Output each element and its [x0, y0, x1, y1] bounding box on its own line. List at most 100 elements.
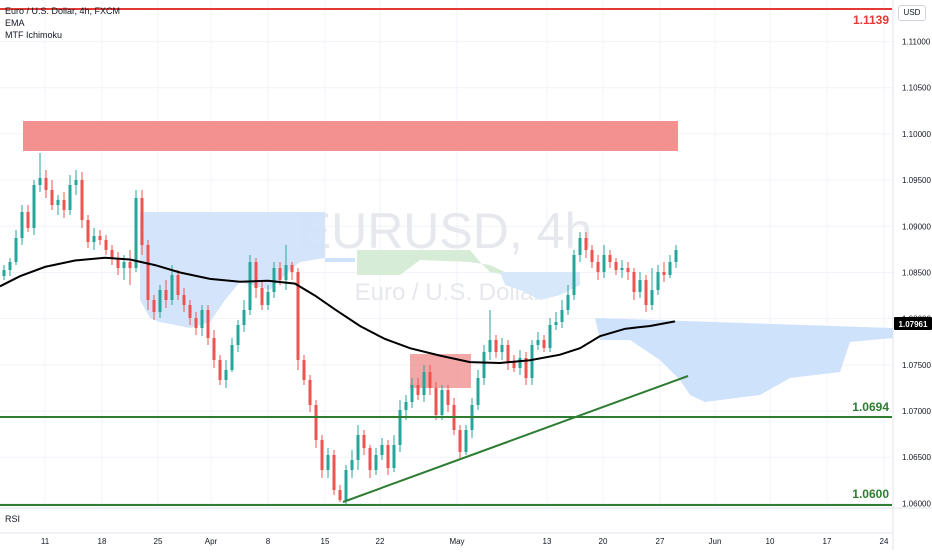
- x-tick-label: 18: [98, 537, 107, 546]
- candle-body: [116, 258, 120, 268]
- price-axis: 1.11000 1.10500 1.10000 1.09500 1.09000 1.085…: [902, 38, 931, 509]
- candle-body: [158, 290, 162, 312]
- candle-body: [284, 265, 288, 280]
- candle-body: [8, 262, 12, 270]
- candle-body: [464, 430, 468, 452]
- candle-body: [308, 380, 312, 405]
- x-tick-label: 27: [656, 537, 665, 546]
- candle-body: [164, 290, 168, 300]
- candle-body: [668, 262, 672, 275]
- candle-body: [272, 268, 276, 292]
- candle-body: [20, 212, 24, 238]
- candle-body: [122, 262, 126, 268]
- level-label-top: 1.1139: [853, 13, 889, 27]
- candle-body: [572, 255, 576, 295]
- candle-body: [350, 460, 354, 470]
- y-tick-label: 1.10500: [902, 84, 931, 93]
- candle-body: [398, 410, 402, 445]
- candle-body: [590, 250, 594, 262]
- candle-body: [26, 212, 30, 228]
- x-tick-label: 17: [823, 537, 832, 546]
- candle-body: [422, 372, 426, 395]
- x-tick-label: 11: [41, 537, 50, 546]
- candle-body: [290, 265, 294, 272]
- candle-body: [362, 435, 366, 448]
- indicator-ema[interactable]: EMA: [5, 18, 25, 28]
- candle-body: [128, 262, 132, 268]
- candle-body: [98, 236, 102, 240]
- candle-body: [74, 180, 78, 185]
- ema-line: [0, 256, 676, 365]
- candle-body: [368, 448, 372, 470]
- candle-body: [86, 220, 90, 242]
- candle-body: [494, 340, 498, 352]
- candle-body: [296, 272, 300, 360]
- candle-body: [584, 238, 588, 250]
- candle-body: [200, 310, 204, 328]
- cloud-blue-2: [325, 258, 355, 262]
- candle-body: [236, 325, 240, 345]
- candle-body: [620, 268, 624, 270]
- candle-body: [428, 372, 432, 388]
- x-tick-label: May: [449, 537, 464, 546]
- x-tick-label: 22: [376, 537, 385, 546]
- rsi-pane-label[interactable]: RSI: [5, 514, 21, 524]
- candle-body: [560, 310, 564, 322]
- x-tick-label: 15: [321, 537, 330, 546]
- ichimoku-cloud: [140, 212, 893, 402]
- candle-body: [518, 358, 522, 368]
- y-tick-label: 1.06500: [902, 453, 931, 462]
- candle-body: [14, 238, 18, 262]
- candle-body: [152, 300, 156, 312]
- candle-body: [2, 270, 6, 276]
- y-tick-label: 1.08500: [902, 268, 931, 277]
- candle-body: [608, 255, 612, 262]
- y-tick-label: 1.09000: [902, 222, 931, 231]
- indicator-ichimoku[interactable]: MTF Ichimoku: [5, 30, 63, 40]
- level-label-bottom: 1.0600: [852, 487, 889, 501]
- watermark-ticker: EURUSD, 4h: [298, 203, 593, 259]
- y-tick-label: 1.07500: [902, 361, 931, 370]
- candle-body: [182, 295, 186, 305]
- candle-body: [506, 345, 510, 362]
- candle-body: [566, 295, 570, 310]
- candle-body: [404, 402, 408, 410]
- symbol-title[interactable]: Euro / U.S. Dollar, 4h, FXCM: [5, 6, 121, 16]
- level-label-mid: 1.0694: [852, 400, 889, 414]
- candle-body: [32, 185, 36, 228]
- candle-body: [578, 238, 582, 255]
- candle-body: [38, 178, 42, 185]
- candle-body: [248, 262, 252, 310]
- candle-body: [458, 430, 462, 452]
- candle-body: [374, 455, 378, 470]
- y-tick-label: 1.10000: [902, 130, 931, 139]
- x-tick-label: Apr: [205, 537, 218, 546]
- candle-body: [92, 236, 96, 242]
- x-tick-label: 25: [154, 537, 163, 546]
- candle-body: [326, 455, 330, 470]
- candle-body: [320, 440, 324, 470]
- candle-body: [188, 305, 192, 318]
- candle-body: [662, 272, 666, 275]
- candle-body: [488, 340, 492, 352]
- candle-body: [650, 290, 654, 305]
- candle-body: [110, 250, 114, 258]
- candle-body: [656, 272, 660, 290]
- cloud-blue-4: [595, 318, 893, 402]
- candle-body: [548, 325, 552, 348]
- candle-body: [410, 385, 414, 402]
- candle-body: [626, 268, 630, 272]
- candle-body: [62, 200, 66, 210]
- supply-zone: [23, 121, 678, 151]
- candle-body: [176, 275, 180, 295]
- candle-body: [314, 405, 318, 440]
- candle-body: [170, 275, 174, 300]
- x-tick-label: 10: [766, 537, 775, 546]
- x-tick-label: 13: [543, 537, 552, 546]
- candle-body: [500, 345, 504, 352]
- y-tick-label: 1.06000: [902, 499, 931, 508]
- candle-body: [632, 272, 636, 292]
- currency-badge[interactable]: USD: [898, 5, 926, 21]
